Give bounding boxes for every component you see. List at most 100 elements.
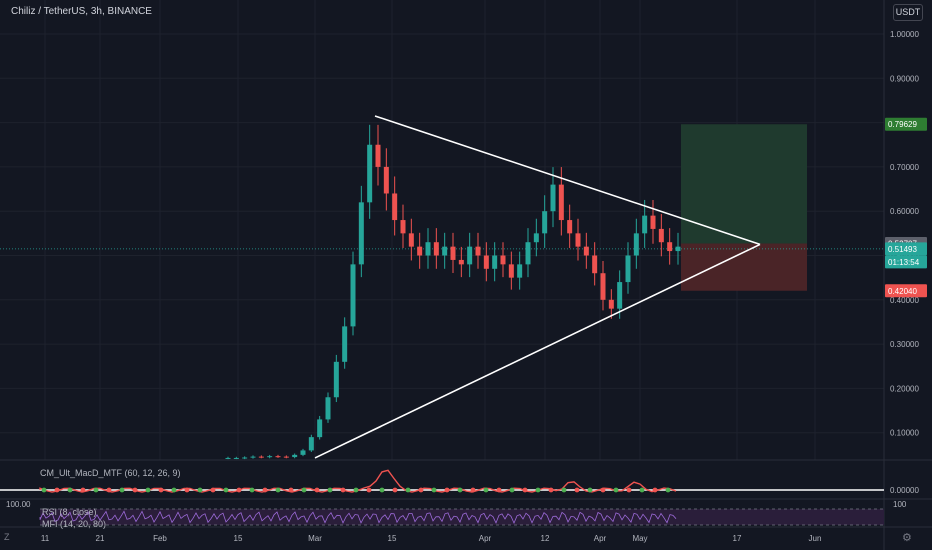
price-tick-6: 0.40000	[890, 296, 919, 305]
macd-dot	[184, 487, 190, 493]
candle-37	[533, 218, 539, 257]
candle-9	[300, 448, 306, 457]
macd-dot	[587, 487, 593, 493]
candle-29	[467, 232, 473, 278]
macd-dot	[522, 487, 528, 493]
candle-41	[567, 204, 573, 248]
candle-36	[525, 228, 531, 278]
macd-dot	[132, 487, 138, 493]
svg-text:01:13:54: 01:13:54	[888, 258, 920, 267]
macd-dot	[509, 487, 515, 493]
time-label-8: Apr	[594, 534, 607, 543]
rsi-line	[39, 510, 677, 525]
price-axis[interactable]: 1.000000.900000.800000.700000.600000.500…	[885, 30, 927, 438]
candle-46	[608, 289, 614, 319]
candle-24	[425, 228, 431, 269]
candle-53	[667, 228, 673, 265]
candle-1	[233, 456, 239, 460]
candle-47	[617, 270, 623, 319]
time-label-9: May	[632, 534, 647, 543]
lower-trendline	[314, 243, 761, 459]
macd-panel: 0.00000	[0, 469, 919, 495]
macd-dot	[119, 487, 125, 493]
candle-43	[583, 232, 589, 269]
time-label-4: Mar	[308, 534, 322, 543]
macd-dot	[366, 487, 372, 493]
mfi-label[interactable]: MFI (14, 20, 80)	[42, 519, 107, 529]
candle-45	[600, 260, 606, 311]
profit-zone	[681, 124, 807, 244]
countdown-badge: 01:13:54	[885, 255, 927, 269]
candle-5	[267, 454, 273, 459]
macd-dot	[275, 487, 281, 493]
candle-0	[225, 456, 231, 460]
macd-dot	[496, 487, 502, 493]
candle-4	[258, 455, 264, 459]
macd-dot	[314, 487, 320, 493]
currency-badge[interactable]: USDT	[893, 4, 923, 21]
macd-dot	[392, 487, 398, 493]
candle-8	[292, 453, 298, 459]
price-tick-7: 0.30000	[890, 340, 919, 349]
time-label-3: 15	[234, 534, 243, 543]
candle-35	[517, 251, 523, 290]
candle-26	[442, 232, 448, 269]
candle-54	[675, 232, 681, 265]
symbol-title[interactable]: Chiliz / TetherUS, 3h, BINANCE	[11, 6, 152, 17]
time-label-2: Feb	[153, 534, 167, 543]
time-label-11: Jun	[809, 534, 822, 543]
candle-50	[642, 199, 648, 248]
candle-34	[508, 251, 514, 290]
macd-dot	[431, 487, 437, 493]
macd-dot	[340, 487, 346, 493]
macd-dot	[158, 487, 164, 493]
candle-44	[592, 242, 598, 286]
candle-7	[283, 455, 289, 459]
price-tick-8: 0.20000	[890, 384, 919, 393]
candle-52	[658, 214, 664, 257]
time-label-0: 11	[41, 534, 50, 543]
macd-dot	[470, 487, 476, 493]
candle-27	[450, 232, 456, 273]
candle-2	[242, 456, 248, 460]
price-tick-3: 0.70000	[890, 163, 919, 172]
price-tick-4: 0.60000	[890, 207, 919, 216]
time-label-1: 21	[96, 534, 105, 543]
position-zones	[0, 124, 884, 291]
candle-17	[367, 124, 373, 219]
upper-trendline	[374, 115, 761, 246]
loss-zone	[681, 243, 807, 291]
macd-dot	[80, 487, 86, 493]
rsi-label[interactable]: RSI (8, close)	[42, 507, 97, 517]
candle-48	[625, 242, 631, 294]
macd-label[interactable]: CM_Ult_MacD_MTF (60, 12, 26, 9)	[40, 468, 181, 478]
candle-51	[650, 199, 656, 244]
macd-dot	[613, 487, 619, 493]
candle-31	[483, 242, 489, 282]
macd-dot	[457, 487, 463, 493]
current-price-badge: 0.51493	[885, 242, 927, 256]
candle-28	[458, 246, 464, 278]
macd-dot	[223, 487, 229, 493]
macd-dot	[145, 487, 151, 493]
macd-dot	[665, 487, 671, 493]
candle-16	[358, 185, 364, 278]
candle-22	[408, 218, 414, 261]
price-candles	[225, 124, 681, 460]
macd-dot	[249, 487, 255, 493]
macd-dot	[197, 487, 203, 493]
candle-3	[250, 455, 256, 459]
macd-dot	[262, 487, 268, 493]
candle-30	[475, 232, 481, 269]
macd-dot	[41, 487, 47, 493]
gear-icon[interactable]: ⚙	[902, 532, 912, 544]
macd-dot	[418, 487, 424, 493]
candle-6	[275, 454, 281, 458]
candle-14	[342, 317, 348, 369]
macd-dot	[54, 487, 60, 493]
time-axis[interactable]: 11 21 Feb 15 Mar 15 Apr 12 Apr May 17 Jun	[41, 534, 822, 543]
zoom-icon[interactable]: Z	[4, 532, 10, 542]
candle-42	[575, 218, 581, 261]
macd-dot	[236, 487, 242, 493]
